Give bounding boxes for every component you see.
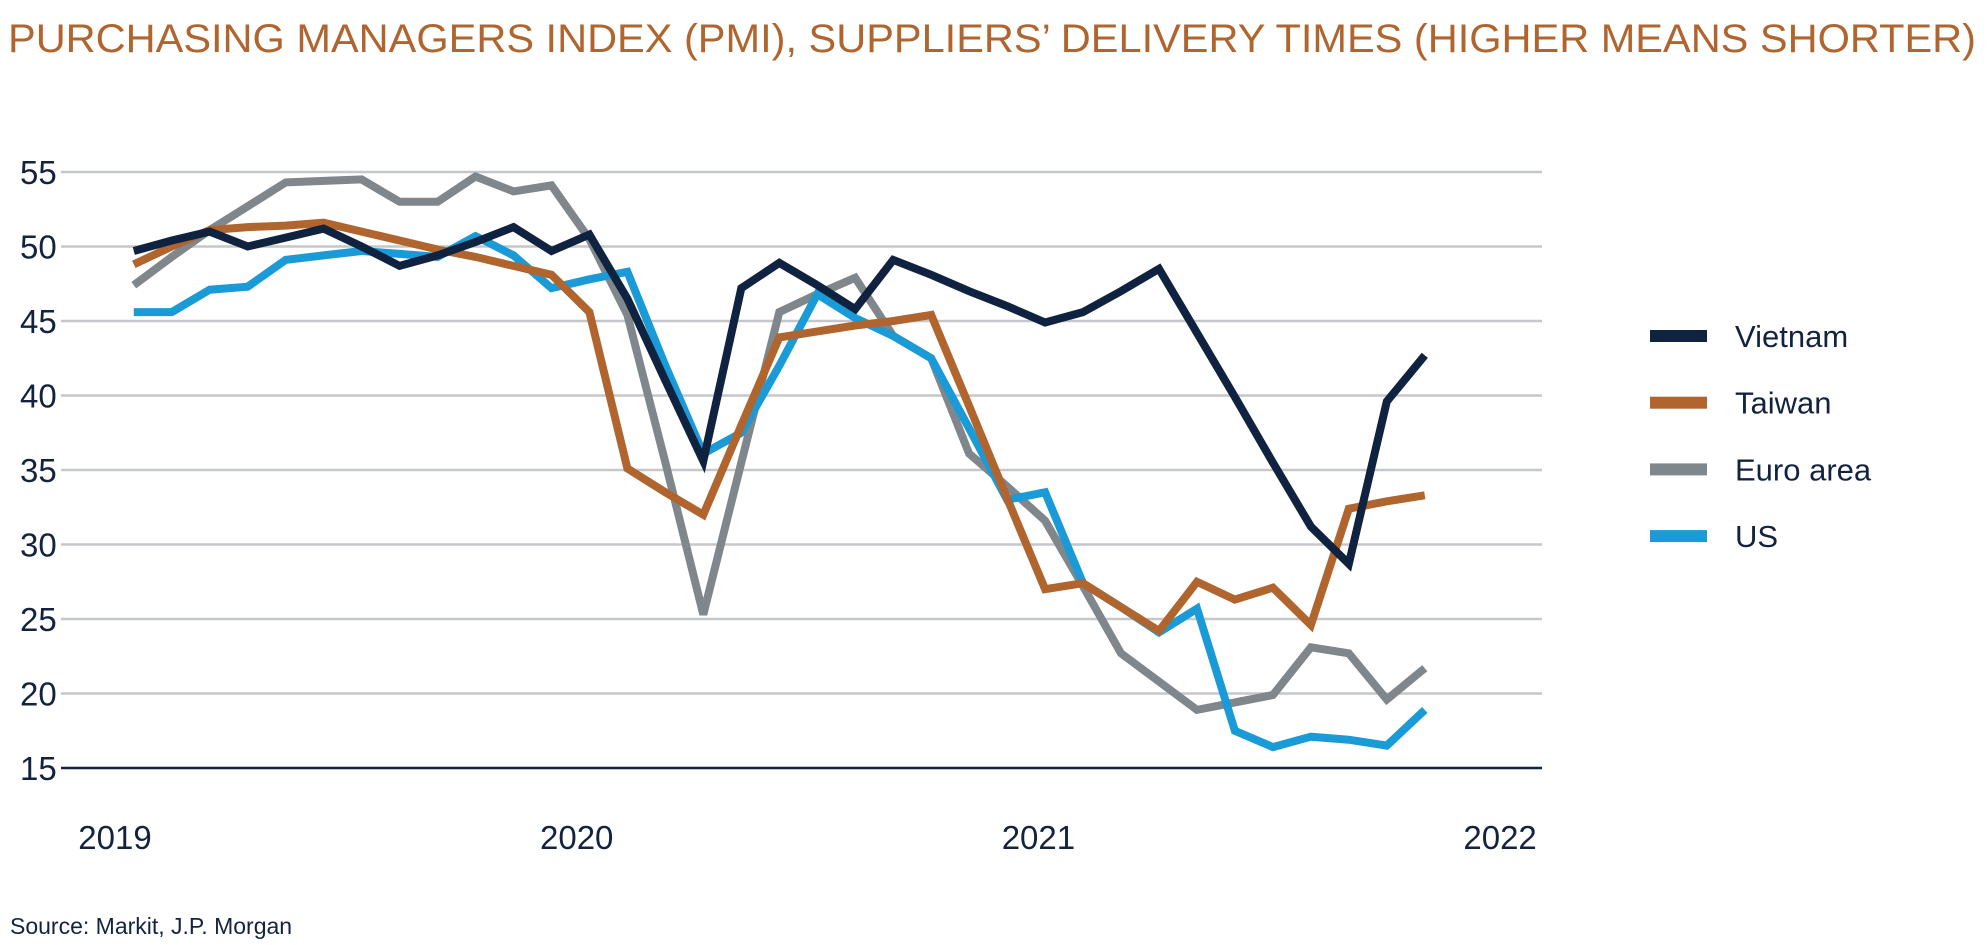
y-tick-label: 50 (20, 229, 57, 266)
chart-title: PURCHASING MANAGERS INDEX (PMI), SUPPLIE… (8, 17, 1976, 61)
legend-label-vietnam: Vietnam (1735, 319, 1848, 354)
legend-swatch-vietnam (1650, 330, 1707, 342)
x-tick-label: 2021 (1002, 819, 1075, 856)
legend-label-euro-area: Euro area (1735, 452, 1872, 487)
y-tick-label: 25 (20, 601, 57, 638)
series-line-us (133, 231, 1428, 752)
source-note: Source: Markit, J.P. Morgan (10, 913, 292, 939)
y-tick-label: 40 (20, 378, 57, 415)
legend-label-taiwan: Taiwan (1735, 386, 1832, 421)
y-tick-label: 20 (20, 676, 57, 713)
y-axis-ticks: 55 50 45 40 35 30 25 20 15 (20, 154, 57, 787)
series-line-vietnam (132, 222, 1428, 572)
legend-label-us: US (1735, 519, 1778, 554)
y-tick-label: 30 (20, 527, 57, 564)
gridlines (61, 170, 1542, 770)
x-tick-label: 2019 (78, 819, 151, 856)
series-line-euro-area (131, 172, 1428, 715)
x-tick-label: 2020 (540, 819, 613, 856)
y-tick-label: 15 (20, 750, 57, 787)
series-line-taiwan (132, 218, 1426, 637)
legend-swatch-taiwan (1650, 396, 1707, 409)
x-axis-ticks: 2019 2020 2021 2022 (78, 819, 1537, 856)
x-tick-label: 2022 (1463, 819, 1536, 856)
y-tick-label: 35 (20, 452, 57, 489)
series-lines (131, 172, 1428, 752)
y-tick-label: 55 (20, 154, 57, 191)
legend-swatch-us (1650, 530, 1707, 543)
y-tick-label: 45 (20, 303, 57, 340)
legend-swatch-euro-area (1650, 463, 1707, 476)
legend: Vietnam Taiwan Euro area US (1650, 319, 1872, 554)
